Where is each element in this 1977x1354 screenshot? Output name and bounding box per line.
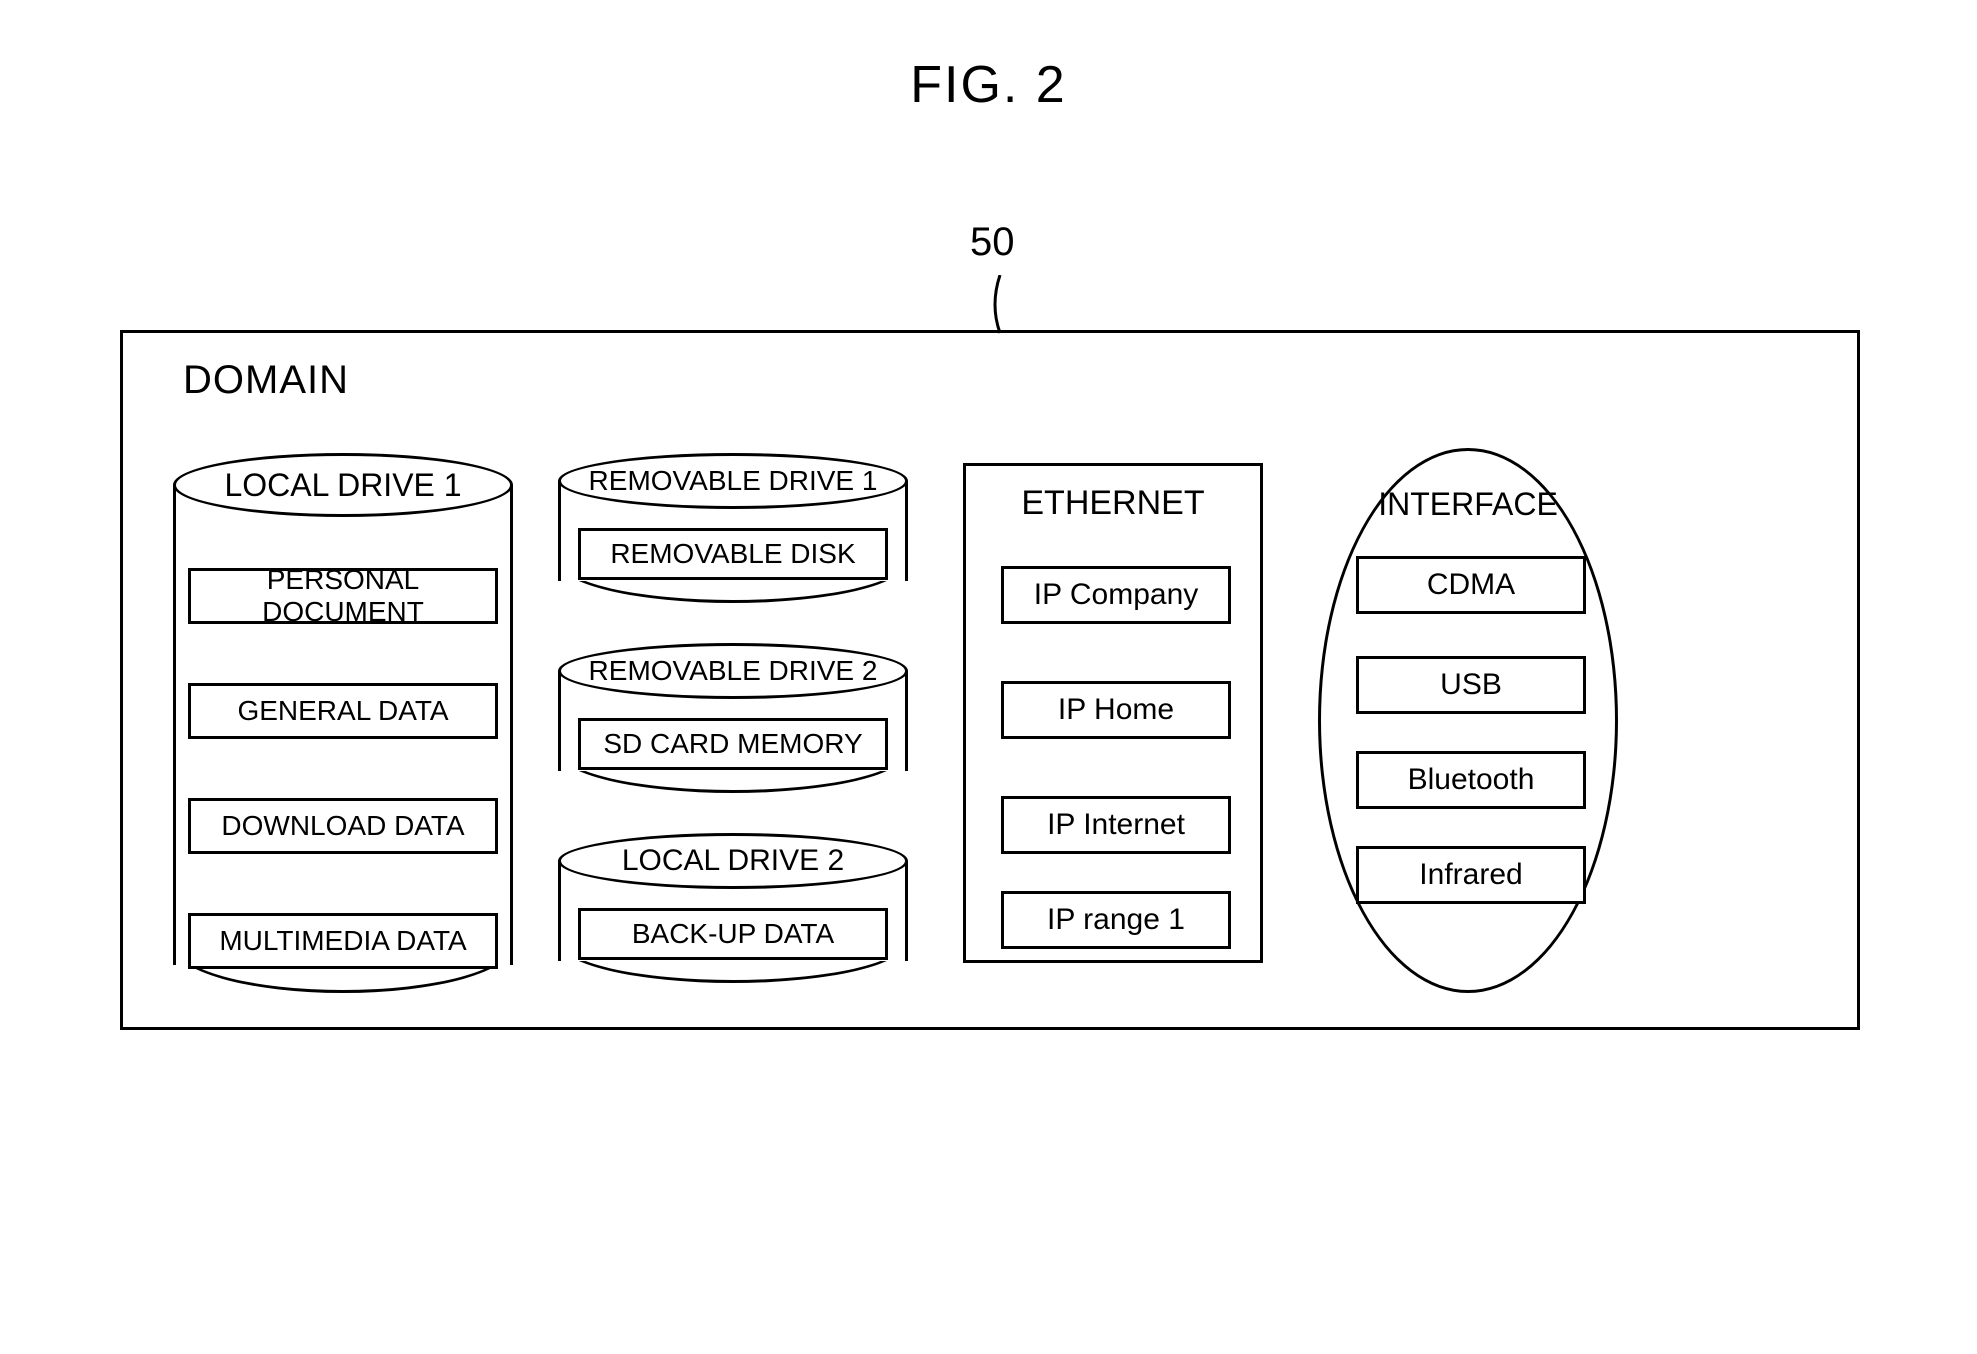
removable-drive-1-title: REMOVABLE DRIVE 1 xyxy=(558,453,908,509)
local-drive-1-item: DOWNLOAD DATA xyxy=(188,798,498,854)
local-drive-2-item: BACK-UP DATA xyxy=(578,908,888,960)
local-drive-1-title: LOCAL DRIVE 1 xyxy=(173,453,513,517)
ethernet-container: ETHERNET IP Company IP Home IP Internet … xyxy=(963,463,1263,963)
ethernet-item: IP range 1 xyxy=(1001,891,1231,949)
interface-container: INTERFACE CDMA USB Bluetooth Infrared xyxy=(1318,448,1618,993)
removable-drive-1-cylinder: REMOVABLE DRIVE 1 REMOVABLE DISK xyxy=(558,453,908,603)
ethernet-item: IP Home xyxy=(1001,681,1231,739)
ethernet-title: ETHERNET xyxy=(966,484,1260,523)
removable-drive-2-cylinder: REMOVABLE DRIVE 2 SD CARD MEMORY xyxy=(558,643,908,793)
local-drive-1-cylinder: LOCAL DRIVE 1 PERSONAL DOCUMENT GENERAL … xyxy=(173,453,513,993)
figure-title: FIG. 2 xyxy=(0,55,1977,115)
domain-container: DOMAIN LOCAL DRIVE 1 PERSONAL DOCUMENT G… xyxy=(120,330,1860,1030)
reference-number: 50 xyxy=(970,220,1015,265)
reference-leader-line xyxy=(985,275,1015,335)
removable-drive-2-title: REMOVABLE DRIVE 2 xyxy=(558,643,908,699)
interface-title: INTERFACE xyxy=(1321,486,1615,523)
removable-drive-2-item: SD CARD MEMORY xyxy=(578,718,888,770)
local-drive-2-cylinder: LOCAL DRIVE 2 BACK-UP DATA xyxy=(558,833,908,983)
removable-drive-1-item: REMOVABLE DISK xyxy=(578,528,888,580)
local-drive-2-title: LOCAL DRIVE 2 xyxy=(558,833,908,889)
local-drive-1-item: PERSONAL DOCUMENT xyxy=(188,568,498,624)
interface-item: Bluetooth xyxy=(1356,751,1586,809)
ethernet-item: IP Internet xyxy=(1001,796,1231,854)
ethernet-item: IP Company xyxy=(1001,566,1231,624)
interface-item: CDMA xyxy=(1356,556,1586,614)
domain-label: DOMAIN xyxy=(183,358,349,403)
local-drive-1-item: MULTIMEDIA DATA xyxy=(188,913,498,969)
interface-item: USB xyxy=(1356,656,1586,714)
interface-item: Infrared xyxy=(1356,846,1586,904)
local-drive-1-item: GENERAL DATA xyxy=(188,683,498,739)
